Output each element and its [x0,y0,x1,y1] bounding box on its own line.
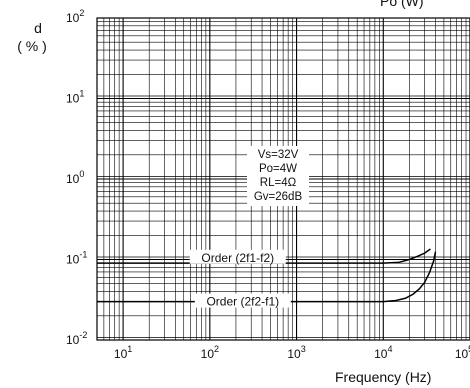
condition-text: RL=4Ω [260,177,297,189]
condition-text: Vs=32V [258,149,299,161]
x-tick-label: 101 [114,344,132,361]
y-axis-unit: ( % ) [17,38,47,54]
y-tick-label: 100 [66,169,84,186]
x-tick-label: 103 [287,344,305,361]
y-tick-label: 102 [66,8,84,25]
major-grid [97,18,470,341]
series-line-1 [97,248,431,264]
x-tick-label: 104 [374,344,392,361]
conditions-box-bg [247,146,309,206]
x-tick-label: 105 [455,344,470,361]
series-label-1: Order (2f1-f2) [201,251,274,265]
series-label-bg [189,249,286,264]
series-layer: Order (2f1-f2) Order (2f2-f1) [97,248,437,309]
conditions-box: Vs=32V Po=4W RL=4Ω Gv=26dB [247,146,309,206]
x-axis-label: Frequency (Hz) [335,369,431,385]
condition-text: Po=4W [259,163,297,175]
series-line-2 [97,251,437,303]
y-tick-labels: 102 101 100 10-1 10-2 [66,8,87,347]
x-tick-label: 102 [201,344,219,361]
y-tick-label: 10-2 [66,330,87,347]
y-tick-label: 101 [66,89,84,106]
plot-frame [96,17,470,341]
top-axis-label: Po (W) [380,0,424,9]
y-tick-label: 10-1 [66,250,87,267]
series-label-2: Order (2f2-f1) [206,295,279,309]
condition-text: Gv=26dB [254,191,303,203]
series-label-bg [194,293,291,308]
x-tick-labels: 101 102 103 104 105 [114,344,470,361]
y-axis-symbol: d [34,20,42,36]
